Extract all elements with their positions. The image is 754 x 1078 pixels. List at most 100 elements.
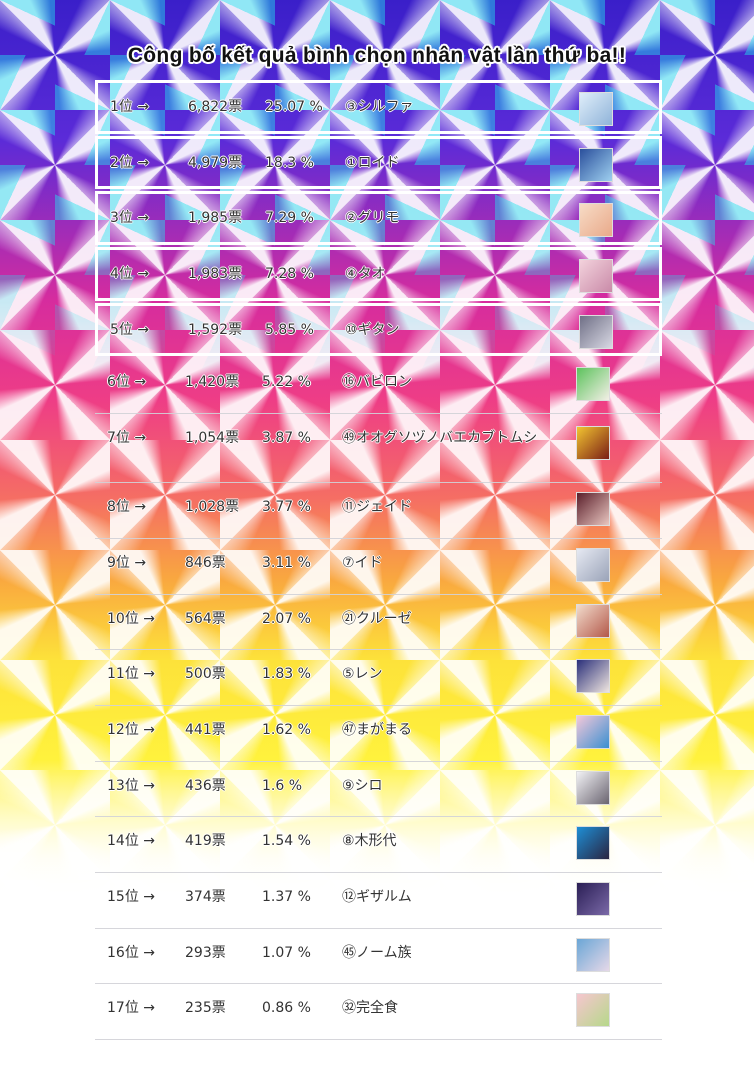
table-row: 13位 → 436票 1.6 % ⑨シロ [95,762,662,818]
rank-cell: 17位 → [107,1000,155,1017]
percent-cell: 25.07 % [265,99,323,115]
table-row: 3位 → 1,985票 7.29 % ②グリモ [95,191,662,246]
table-row: 8位 → 1,028票 3.77 % ⑪ジェイド [95,483,662,539]
percent-cell: 2.07 % [262,610,311,627]
percent-cell: 3.87 % [262,430,311,447]
votes-cell: 1,054票 [185,430,240,447]
table-row: 10位 → 564票 2.07 % ㉑クルーゼ [95,595,662,651]
character-avatar [579,92,613,126]
votes-cell: 1,983票 [188,266,243,283]
character-avatar [576,603,610,638]
character-name-cell: ⑩ギタン [345,321,400,338]
percent-cell: 7.28 % [265,266,314,283]
percent-cell: 5.85 % [265,321,314,338]
character-avatar [579,203,613,238]
character-avatar [576,993,610,1028]
rank-cell: 15位 → [107,888,155,905]
rank-cell: 12位 → [107,721,155,738]
percent-cell: 5.22 % [262,374,311,391]
rank-cell: 10位 → [107,610,155,627]
votes-cell: 1,420票 [185,374,240,391]
character-name-cell: ⑪ジェイド [342,499,412,516]
character-name-cell: ㊼まがまる [342,721,412,738]
votes-cell: 419票 [185,833,226,850]
votes-cell: 235票 [185,1000,226,1017]
votes-cell: 500票 [185,666,226,683]
character-avatar [576,826,610,861]
rank-cell: 3位 → [110,210,150,227]
character-name-cell: ②グリモ [345,210,400,227]
rank-cell: 6位 → [107,374,147,391]
rank-cell: 5位 → [110,321,150,338]
character-avatar [579,259,613,294]
votes-cell: 1,592票 [188,321,243,338]
percent-cell: 3.77 % [262,499,311,516]
character-name-cell: ㉜完全食 [342,1000,398,1017]
character-name-cell: ⑫ギザルム [342,888,412,905]
percent-cell: 1.62 % [262,721,311,738]
rank-cell: 11位 → [107,666,155,683]
character-avatar [576,492,610,527]
character-avatar [576,937,610,972]
percent-cell: 1.37 % [262,888,311,905]
character-avatar [579,147,613,182]
table-row: 1位 → 6,822票 25.07 % ③シルファ [95,80,662,134]
percent-cell: 1.54 % [262,833,311,850]
character-name-cell: ⑦イド [342,554,383,571]
votes-cell: 436票 [185,777,226,794]
rank-cell: 14位 → [107,833,155,850]
rank-cell: 4位 → [110,266,150,283]
votes-cell: 4,979票 [188,154,243,171]
character-name-cell: ⑯バビロン [342,374,412,391]
table-row: 14位 → 419票 1.54 % ⑧木形代 [95,817,662,873]
votes-cell: 564票 [185,610,226,627]
rank-cell: 13位 → [107,777,155,794]
rank-cell: 8位 → [107,499,147,516]
table-row: 5位 → 1,592票 5.85 % ⑩ギタン [95,302,662,357]
table-row: 11位 → 500票 1.83 % ⑤レン [95,650,662,706]
character-name-cell: ㊺ノーム族 [342,944,412,961]
character-name-cell: ⑨シロ [342,777,383,794]
character-name-cell: ⑧木形代 [342,833,397,850]
table-row: 6位 → 1,420票 5.22 % ⑯バビロン [95,358,662,415]
percent-cell: 7.29 % [265,210,314,227]
character-avatar [576,714,610,749]
votes-cell: 293票 [185,944,226,961]
percent-cell: 1.07 % [262,944,311,961]
rank-cell: 9位 → [107,554,147,571]
rank-cell: 1位 → [110,99,150,115]
character-name-cell: ①ロイド [345,154,400,171]
votes-cell: 6,822票 [188,99,243,115]
votes-cell: 374票 [185,888,226,905]
character-avatar [576,659,610,694]
percent-cell: 1.83 % [262,666,311,683]
table-row: 12位 → 441票 1.62 % ㊼まがまる [95,706,662,762]
rank-cell: 16位 → [107,944,155,961]
votes-cell: 1,028票 [185,499,240,516]
table-row: 16位 → 293票 1.07 % ㊺ノーム族 [95,929,662,985]
votes-cell: 441票 [185,721,226,738]
votes-cell: 1,985票 [188,210,243,227]
table-row: 4位 → 1,983票 7.28 % ④タオ [95,247,662,301]
character-avatar [579,314,613,349]
table-row: 15位 → 374票 1.37 % ⑫ギザルム [95,873,662,929]
decorative-background-overlay [0,0,754,380]
character-avatar [576,426,610,461]
percent-cell: 3.11 % [262,554,311,571]
character-name-cell: ④タオ [345,266,386,283]
character-name-cell: ㊾オオグソヅノバエカブトムシ [342,430,538,447]
percent-cell: 1.6 % [262,777,303,794]
percent-cell: 18.3 % [265,154,314,171]
rank-cell: 7位 → [107,430,147,447]
character-avatar [576,881,610,916]
percent-cell: 0.86 % [262,1000,311,1017]
table-row: 17位 → 235票 0.86 % ㉜完全食 [95,984,662,1040]
page-title: Công bố kết quả bình chọn nhân vật lần t… [127,44,627,67]
table-row: 9位 → 846票 3.11 % ⑦イド [95,539,662,595]
character-avatar [576,367,610,402]
table-row: 7位 → 1,054票 3.87 % ㊾オオグソヅノバエカブトムシ [95,414,662,484]
rank-cell: 2位 → [110,154,150,171]
character-avatar [576,770,610,805]
table-row: 2位 → 4,979票 18.3 % ①ロイド [95,135,662,190]
